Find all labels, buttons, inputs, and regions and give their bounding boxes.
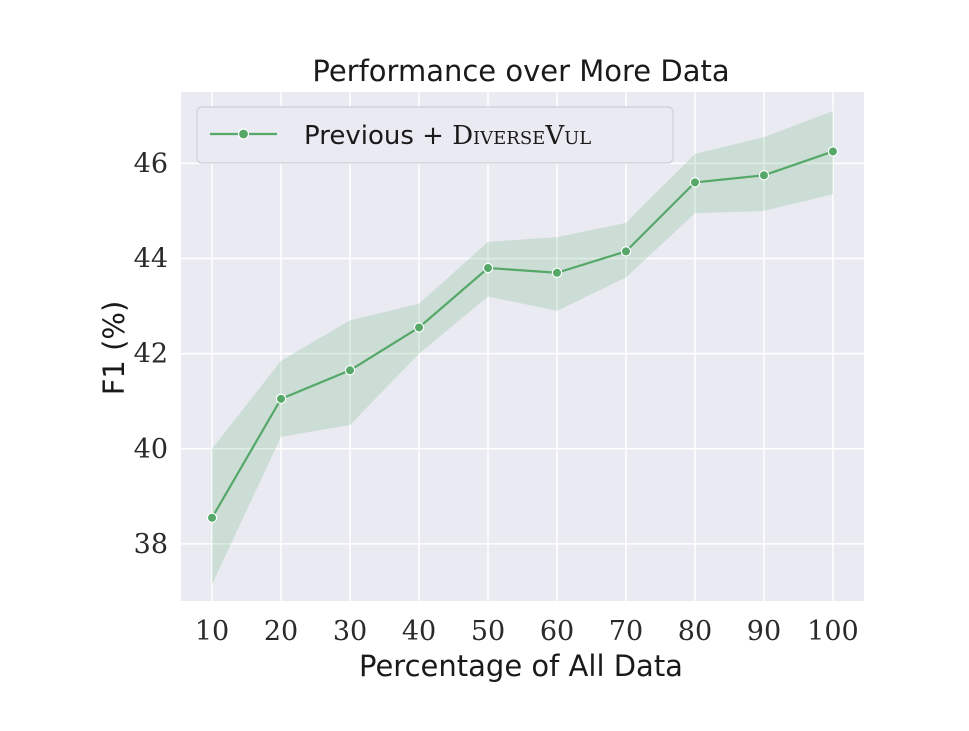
data-point [275, 393, 287, 405]
data-point [620, 246, 632, 257]
series-polyline [211, 150, 834, 519]
data-points [206, 146, 839, 523]
x-tick-label: 70 [609, 616, 643, 647]
legend-label-prefix: Previous + [304, 121, 452, 151]
y-tick-label: 46 [134, 148, 168, 179]
legend-label: Previous + DiverseVul [304, 121, 591, 151]
chart-title: Performance over More Data [312, 54, 729, 88]
x-tick-label: 40 [402, 616, 436, 647]
x-tick-label: 100 [807, 616, 859, 647]
confidence-band [212, 111, 833, 585]
x-tick-labels: 10 20 30 40 50 60 70 80 90 100 [195, 616, 859, 647]
y-axis-label: F1 (%) [97, 301, 131, 396]
data-point [413, 322, 425, 333]
legend-box [196, 106, 674, 164]
x-tick-label: 20 [264, 616, 298, 647]
x-tick-label: 90 [747, 616, 781, 647]
x-tick-label: 30 [333, 616, 367, 647]
data-point [689, 177, 701, 188]
data-point [206, 512, 218, 523]
data-point [827, 146, 839, 157]
y-tick-label: 44 [134, 243, 168, 274]
y-tick-labels: 38 40 42 44 46 [134, 148, 168, 560]
data-point [344, 365, 356, 376]
data-point [758, 170, 770, 181]
y-tick-label: 40 [134, 434, 168, 465]
x-tick-label: 60 [540, 616, 574, 647]
y-tick-label: 42 [134, 339, 168, 370]
x-tick-label: 80 [678, 616, 712, 647]
legend-label-name: DiverseVul [452, 121, 591, 151]
x-tick-label: 50 [471, 616, 505, 647]
data-point [551, 267, 563, 278]
x-axis-label: Percentage of All Data [359, 649, 683, 683]
confidence-band-area [212, 111, 833, 585]
y-tick-label: 38 [134, 529, 168, 560]
legend-marker-swatch [237, 128, 250, 140]
series-line [211, 150, 834, 519]
legend: Previous + DiverseVul [196, 106, 674, 164]
data-point [482, 262, 494, 274]
x-tick-label: 10 [195, 616, 229, 647]
